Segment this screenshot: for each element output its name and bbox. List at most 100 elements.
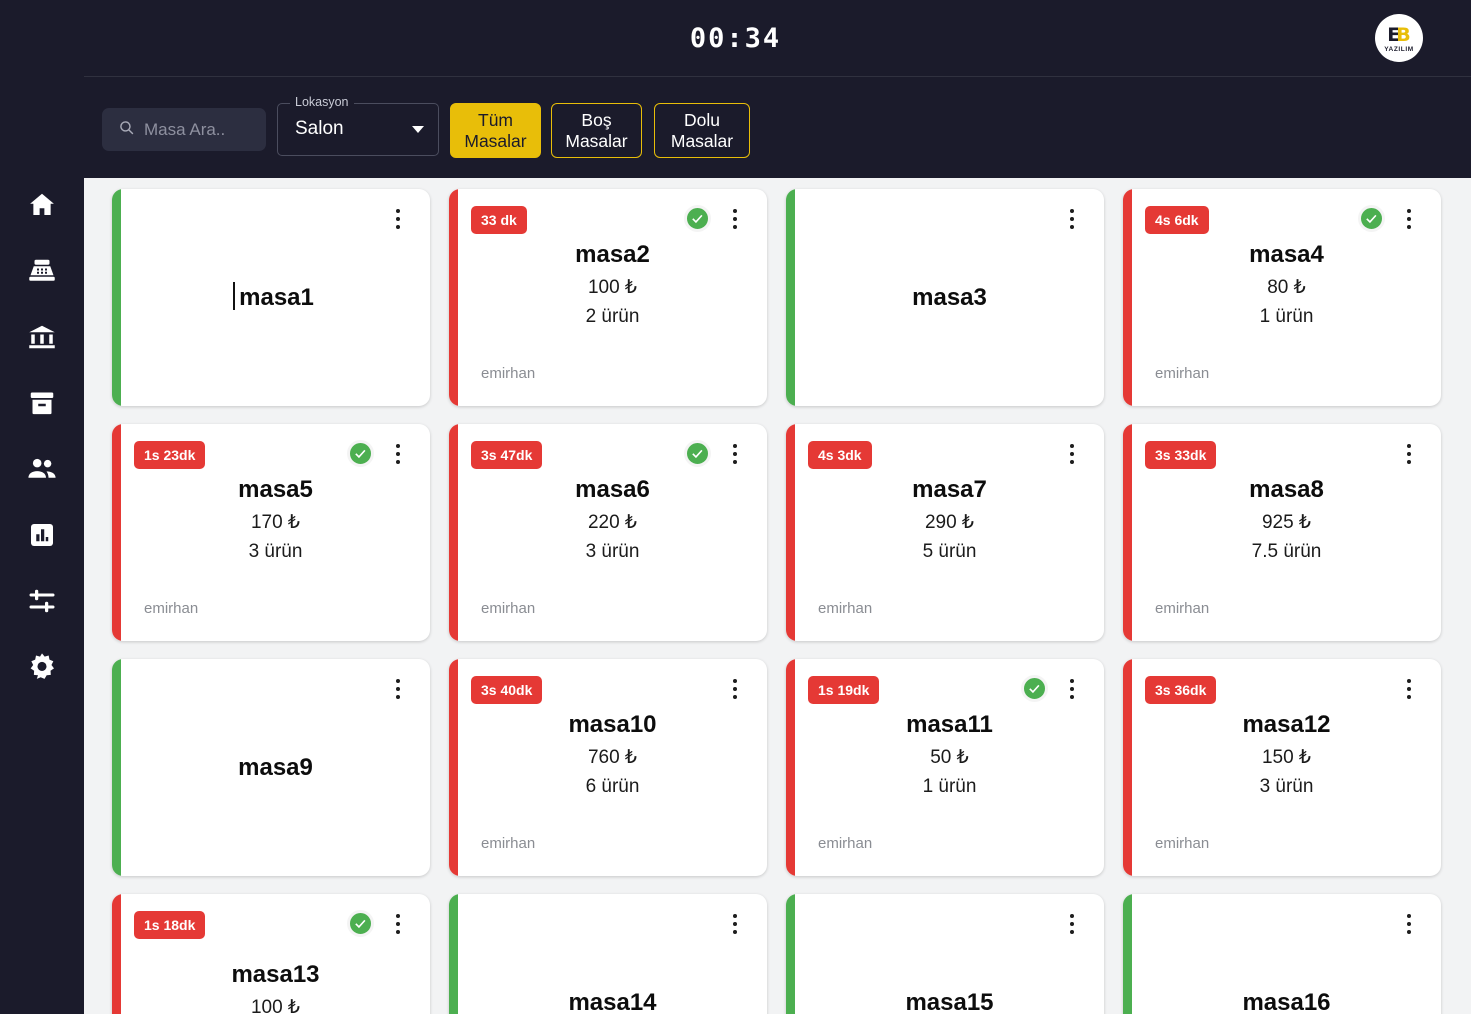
table-waiter-name: emirhan <box>481 835 536 852</box>
more-options-icon[interactable] <box>388 910 408 938</box>
cash-register-icon <box>27 256 57 286</box>
table-card[interactable]: 4s 6dk masa4 80 ₺ 1 ürün emirhan <box>1123 189 1441 406</box>
table-item-count: 2 ürün <box>585 306 640 327</box>
table-card[interactable]: 3s 47dk masa6 220 ₺ 3 ürün emirhan <box>449 424 767 641</box>
more-options-icon[interactable] <box>1399 910 1419 938</box>
check-circle-icon[interactable] <box>684 205 711 232</box>
table-status-stripe <box>1123 894 1132 1014</box>
check-circle-icon[interactable] <box>1021 675 1048 702</box>
check-circle-icon[interactable] <box>1358 205 1385 232</box>
table-name: masa15 <box>905 988 994 1014</box>
more-options-icon[interactable] <box>725 205 745 233</box>
table-time-badge: 4s 6dk <box>1145 206 1209 234</box>
more-options-icon[interactable] <box>725 440 745 468</box>
table-card[interactable]: 3s 36dk masa12 150 ₺ 3 ürün emirhan <box>1123 659 1441 876</box>
sidebar <box>0 0 84 1014</box>
table-card-body: masa12 150 ₺ 3 ürün <box>1132 659 1441 876</box>
table-card-body: masa1 <box>121 189 430 406</box>
table-card[interactable]: masa9 <box>112 659 430 876</box>
table-item-count: 1 ürün <box>922 776 977 797</box>
home-icon <box>27 190 57 220</box>
sidebar-item-reports[interactable] <box>19 516 65 554</box>
table-card[interactable]: 33 dk masa2 100 ₺ 2 ürün emirhan <box>449 189 767 406</box>
people-icon <box>26 453 58 485</box>
sidebar-item-home[interactable] <box>19 186 65 224</box>
table-status-stripe <box>112 189 121 406</box>
table-item-count: 3 ürün <box>585 541 640 562</box>
table-total-price: 290 ₺ <box>924 512 975 533</box>
table-status-stripe <box>449 424 458 641</box>
table-time-badge: 3s 33dk <box>1145 441 1217 469</box>
more-options-icon[interactable] <box>1062 910 1082 938</box>
logo-letter-e: E <box>1387 24 1400 46</box>
table-card[interactable]: masa15 <box>786 894 1104 1014</box>
table-name: masa8 <box>1249 476 1324 503</box>
table-card-body: masa9 <box>121 659 430 876</box>
table-card[interactable]: masa16 <box>1123 894 1441 1014</box>
logo-mark: E B <box>1387 26 1410 45</box>
more-options-icon[interactable] <box>1399 440 1419 468</box>
table-time-badge: 4s 3dk <box>808 441 872 469</box>
table-name: masa16 <box>1242 988 1331 1014</box>
table-total-price: 220 ₺ <box>587 512 638 533</box>
table-total-price: 100 ₺ <box>250 996 301 1014</box>
table-total-price: 925 ₺ <box>1261 512 1312 533</box>
table-waiter-name: emirhan <box>1155 365 1210 382</box>
header-divider <box>84 76 1471 77</box>
table-name: masa1 <box>233 281 314 311</box>
location-select-value: Salon <box>295 118 344 139</box>
table-card-body: masa5 170 ₺ 3 ürün <box>121 424 430 641</box>
check-circle-icon[interactable] <box>347 910 374 937</box>
table-card[interactable]: 1s 19dk masa11 50 ₺ 1 ürün emirhan <box>786 659 1104 876</box>
more-options-icon[interactable] <box>388 440 408 468</box>
table-status-stripe <box>1123 659 1132 876</box>
table-card-body: masa6 220 ₺ 3 ürün <box>458 424 767 641</box>
check-circle-icon[interactable] <box>347 440 374 467</box>
table-name: masa10 <box>568 711 657 738</box>
location-select[interactable]: Lokasyon Salon <box>277 95 439 156</box>
more-options-icon[interactable] <box>1062 205 1082 233</box>
more-options-icon[interactable] <box>388 205 408 233</box>
filter-empty-tables-button[interactable]: Boş Masalar <box>551 103 642 158</box>
tables-panel: masa1 33 dk masa2 100 ₺ 2 ürün emirhan masa3 4s… <box>84 178 1471 1014</box>
more-options-icon[interactable] <box>1399 675 1419 703</box>
more-options-icon[interactable] <box>725 675 745 703</box>
more-options-icon[interactable] <box>1062 440 1082 468</box>
table-name: masa3 <box>912 283 987 311</box>
table-card[interactable]: masa1 <box>112 189 430 406</box>
logo-letter-b: B <box>1396 24 1411 46</box>
more-options-icon[interactable] <box>1062 675 1082 703</box>
search-input[interactable]: Masa Ara.. <box>102 108 266 151</box>
table-total-price: 760 ₺ <box>587 747 638 768</box>
sliders-icon <box>27 586 57 616</box>
table-card[interactable]: 1s 18dk masa13 100 ₺ <box>112 894 430 1014</box>
table-card[interactable]: 3s 40dk masa10 760 ₺ 6 ürün emirhan <box>449 659 767 876</box>
table-status-stripe <box>786 659 795 876</box>
sidebar-item-settings[interactable] <box>19 648 65 686</box>
sidebar-item-stock[interactable] <box>19 384 65 422</box>
sidebar-item-pos[interactable] <box>19 252 65 290</box>
sidebar-item-customers[interactable] <box>19 450 65 488</box>
check-circle-icon[interactable] <box>684 440 711 467</box>
bar-chart-icon <box>27 520 57 550</box>
sidebar-item-accounting[interactable] <box>19 318 65 356</box>
table-item-count: 6 ürün <box>585 776 640 797</box>
table-card[interactable]: masa3 <box>786 189 1104 406</box>
table-total-price: 170 ₺ <box>250 512 301 533</box>
more-options-icon[interactable] <box>725 910 745 938</box>
table-card[interactable]: 4s 3dk masa7 290 ₺ 5 ürün emirhan <box>786 424 1104 641</box>
table-card-body: masa14 <box>458 894 767 1014</box>
table-time-badge: 33 dk <box>471 206 527 234</box>
table-card[interactable]: 1s 23dk masa5 170 ₺ 3 ürün emirhan <box>112 424 430 641</box>
table-card-body: masa16 <box>1132 894 1441 1014</box>
more-options-icon[interactable] <box>388 675 408 703</box>
filter-all-tables-button[interactable]: Tüm Masalar <box>450 103 541 158</box>
table-total-price: 80 ₺ <box>1267 277 1306 298</box>
sidebar-item-adjustments[interactable] <box>19 582 65 620</box>
table-card[interactable]: masa14 <box>449 894 767 1014</box>
filter-full-tables-button[interactable]: Dolu Masalar <box>654 103 750 158</box>
table-card[interactable]: 3s 33dk masa8 925 ₺ 7.5 ürün emirhan <box>1123 424 1441 641</box>
more-options-icon[interactable] <box>1399 205 1419 233</box>
table-waiter-name: emirhan <box>818 835 873 852</box>
bank-icon <box>27 322 57 352</box>
